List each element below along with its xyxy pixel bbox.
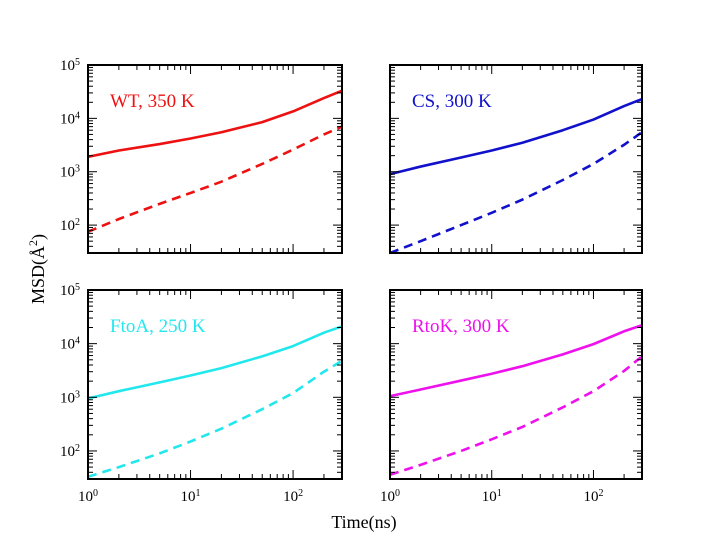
x-tick-exp: 1 — [196, 488, 201, 499]
x-tick-label: 102 — [283, 488, 303, 506]
x-tick-exp: 1 — [497, 488, 502, 499]
y-tick-exp: 4 — [75, 110, 80, 121]
series-line-solid — [390, 97, 642, 176]
y-tick-label: 103 — [60, 389, 80, 407]
series-line-dashed — [390, 131, 642, 253]
series-line-dashed — [390, 355, 642, 476]
y-tick-base: 10 — [60, 337, 75, 353]
y-tick-base: 10 — [60, 218, 75, 234]
x-tick-label: 100 — [380, 488, 400, 506]
panel-label: CS, 300 K — [412, 91, 492, 112]
y-tick-label: 103 — [60, 163, 80, 181]
series-line-solid — [88, 325, 342, 400]
x-tick-base: 10 — [78, 489, 93, 505]
y-tick-label: 102 — [60, 217, 80, 235]
y-tick-base: 10 — [60, 58, 75, 74]
series-line-solid — [88, 89, 342, 159]
x-tick-label: 101 — [482, 488, 502, 506]
y-tick-exp: 3 — [75, 389, 80, 400]
y-tick-label: 104 — [60, 335, 80, 353]
y-tick-base: 10 — [60, 111, 75, 127]
y-tick-exp: 5 — [75, 57, 80, 68]
x-tick-exp: 0 — [93, 488, 98, 499]
axis-labels-layer: Time(ns) MSD(Å2) — [26, 234, 397, 533]
series-line-dashed — [88, 125, 342, 233]
y-tick-base: 10 — [60, 390, 75, 406]
x-tick-base: 10 — [283, 489, 298, 505]
panel-label: WT, 350 K — [110, 91, 195, 112]
y-tick-base: 10 — [60, 165, 75, 181]
panel-frame — [87, 64, 343, 254]
x-tick-exp: 2 — [298, 488, 303, 499]
y-tick-base: 10 — [60, 283, 75, 299]
y-tick-label: 105 — [60, 57, 80, 75]
y-tick-exp: 5 — [75, 282, 80, 293]
x-axis-title: Time(ns) — [331, 512, 396, 533]
series-line-solid — [390, 324, 642, 398]
series-line-dashed — [88, 359, 342, 479]
x-tick-base: 10 — [583, 489, 598, 505]
panel-frame — [389, 64, 643, 254]
y-tick-exp: 3 — [75, 163, 80, 174]
panel-2: CS, 300 K — [389, 64, 643, 254]
y-tick-exp: 2 — [75, 442, 80, 453]
x-tick-exp: 0 — [395, 488, 400, 499]
x-tick-label: 100 — [78, 488, 98, 506]
y-axis-title-close: ) — [28, 234, 49, 240]
panel-frame — [389, 289, 643, 480]
y-tick-label: 104 — [60, 110, 80, 128]
x-tick-base: 10 — [482, 489, 497, 505]
x-tick-exp: 2 — [598, 488, 603, 499]
y-tick-exp: 2 — [75, 217, 80, 228]
panel-frame — [87, 289, 343, 480]
y-axis-title: MSD(Å2) — [26, 234, 49, 304]
panel-label: FtoA, 250 K — [110, 316, 206, 337]
x-tick-base: 10 — [380, 489, 395, 505]
x-tick-label: 102 — [583, 488, 603, 506]
x-tick-base: 10 — [181, 489, 196, 505]
x-tick-label: 101 — [181, 488, 201, 506]
y-tick-base: 10 — [60, 444, 75, 460]
y-tick-label: 102 — [60, 442, 80, 460]
y-axis-title-sup: 2 — [26, 240, 40, 246]
y-axis-title-main: MSD(Å — [28, 246, 49, 304]
panel-label: RtoK, 300 K — [412, 316, 510, 337]
y-tick-exp: 4 — [75, 335, 80, 346]
y-tick-label: 105 — [60, 282, 80, 300]
